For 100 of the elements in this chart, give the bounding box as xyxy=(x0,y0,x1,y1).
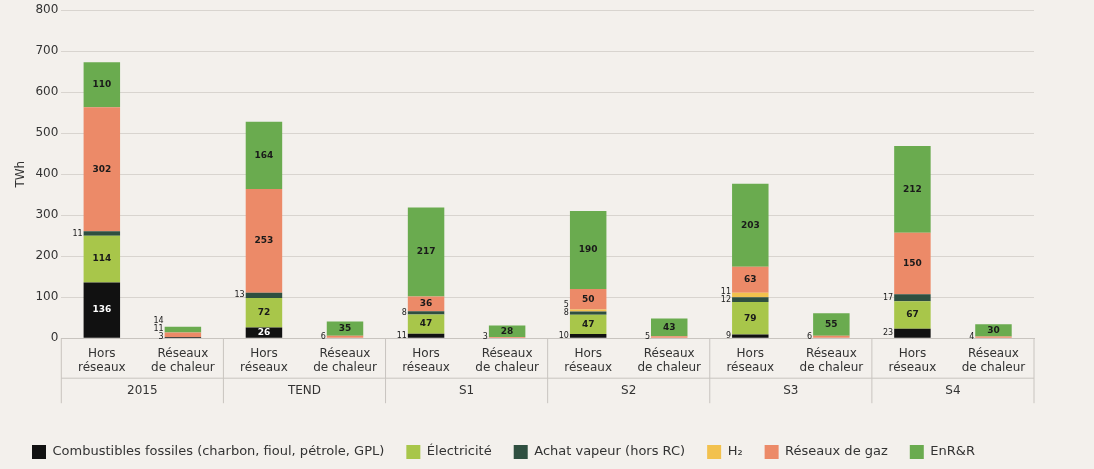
data-label: 212 xyxy=(903,183,922,194)
x-tick-label: Hors réseaux xyxy=(888,345,937,374)
data-label: 47 xyxy=(581,318,595,329)
y-tick-label: 300 xyxy=(35,207,59,222)
data-label: 23 xyxy=(882,328,894,338)
legend-label: Combustibles fossiles (charbon, fioul, pétrole, GPL) xyxy=(52,443,385,459)
bar xyxy=(83,282,121,338)
data-label: 50 xyxy=(581,293,595,304)
bar xyxy=(569,211,607,289)
bar xyxy=(83,62,121,108)
y-tick-label: 800 xyxy=(35,2,59,17)
data-label: 13 xyxy=(234,290,245,300)
data-label: 10 xyxy=(558,330,569,340)
bar xyxy=(245,292,283,299)
data-label: 17 xyxy=(882,292,894,302)
bar xyxy=(732,297,769,303)
data-label: 11 xyxy=(72,228,83,238)
bar xyxy=(83,107,121,232)
data-label: 35 xyxy=(338,322,352,333)
y-tick-label: 200 xyxy=(35,248,59,263)
y-tick-label: 0 xyxy=(50,330,59,345)
bar xyxy=(894,294,931,302)
data-label: 63 xyxy=(744,274,757,285)
x-tick-label: Hors réseaux xyxy=(726,345,775,374)
data-label: 11 xyxy=(396,330,407,340)
data-label: 4 xyxy=(969,332,975,342)
x-tick-label: Réseaux de chaleur xyxy=(637,345,702,374)
data-label: 47 xyxy=(419,318,433,329)
x-tick-label: Hors réseaux xyxy=(402,345,450,374)
data-label: 136 xyxy=(92,304,112,315)
y-tick-label: 500 xyxy=(35,125,59,140)
data-label: 72 xyxy=(257,307,271,318)
y-tick-label: 400 xyxy=(35,166,59,181)
data-label: 26 xyxy=(257,326,271,337)
x-tick-label: Hors réseaux xyxy=(240,345,288,374)
data-label: 67 xyxy=(906,309,919,320)
data-label: 11 xyxy=(153,324,164,334)
x-tick-label: Réseaux de chaleur xyxy=(799,345,864,374)
bar xyxy=(569,289,607,310)
data-label: 190 xyxy=(578,244,598,255)
data-label: 43 xyxy=(662,321,676,332)
bar xyxy=(894,232,931,295)
data-label: 110 xyxy=(92,79,112,90)
bar xyxy=(732,183,769,267)
bar xyxy=(245,298,283,328)
bar xyxy=(407,207,445,297)
data-label: 12 xyxy=(720,294,732,304)
text: S2 xyxy=(621,383,637,398)
data-label: 28 xyxy=(500,325,514,336)
data-label: 36 xyxy=(419,298,433,309)
x-tick-label: Réseaux de chaleur xyxy=(475,345,539,374)
x-tick-label: Réseaux de chaleur xyxy=(313,345,377,374)
data-label: 253 xyxy=(254,235,274,246)
data-label: 150 xyxy=(903,257,922,268)
data-label: 55 xyxy=(825,318,838,329)
bar xyxy=(407,333,445,338)
legend-label: Achat vapeur (hors RC) xyxy=(534,443,686,459)
bar xyxy=(83,231,121,236)
data-label: 3 xyxy=(482,332,488,342)
data-label: 30 xyxy=(987,324,1000,335)
bar xyxy=(894,145,931,233)
legend-label: Électricité xyxy=(426,443,492,459)
bar xyxy=(245,188,283,293)
data-label: 203 xyxy=(740,219,760,230)
x-tick-label: Hors réseaux xyxy=(77,345,126,374)
data-label: 217 xyxy=(416,246,436,257)
bar xyxy=(732,292,769,298)
data-label: 5 xyxy=(644,332,650,341)
y-tick-label: 600 xyxy=(35,84,59,99)
bar xyxy=(732,266,769,293)
data-label: 6 xyxy=(807,331,813,341)
text: S4 xyxy=(945,383,961,398)
bar xyxy=(894,301,931,329)
bar xyxy=(407,311,445,315)
data-label: 11 xyxy=(720,286,732,296)
data-label: 9 xyxy=(725,331,732,341)
y-tick-label: 100 xyxy=(35,289,59,304)
text: S3 xyxy=(783,383,799,398)
data-label: 8 xyxy=(563,308,569,318)
x-tick-label: Hors réseaux xyxy=(564,345,613,374)
data-label: 6 xyxy=(320,331,326,341)
legend-label: EnR&R xyxy=(930,443,975,459)
bar xyxy=(975,324,1012,337)
data-label: 114 xyxy=(92,253,112,264)
bar xyxy=(83,235,121,283)
bar xyxy=(164,332,202,337)
bar xyxy=(732,334,769,338)
y-tick-label: 700 xyxy=(35,43,59,58)
data-label: 5 xyxy=(563,300,569,310)
data-label: 14 xyxy=(153,316,164,326)
data-label: 3 xyxy=(158,332,164,342)
bar xyxy=(732,302,769,335)
data-label: 302 xyxy=(92,163,112,174)
bar xyxy=(813,313,850,336)
y-axis-title: TWh xyxy=(13,160,28,189)
bar xyxy=(894,328,931,338)
bar xyxy=(245,121,283,189)
legend-label: H₂ xyxy=(727,443,743,459)
data-label: 8 xyxy=(401,307,407,317)
x-tick-label: Réseaux de chaleur xyxy=(961,345,1026,374)
